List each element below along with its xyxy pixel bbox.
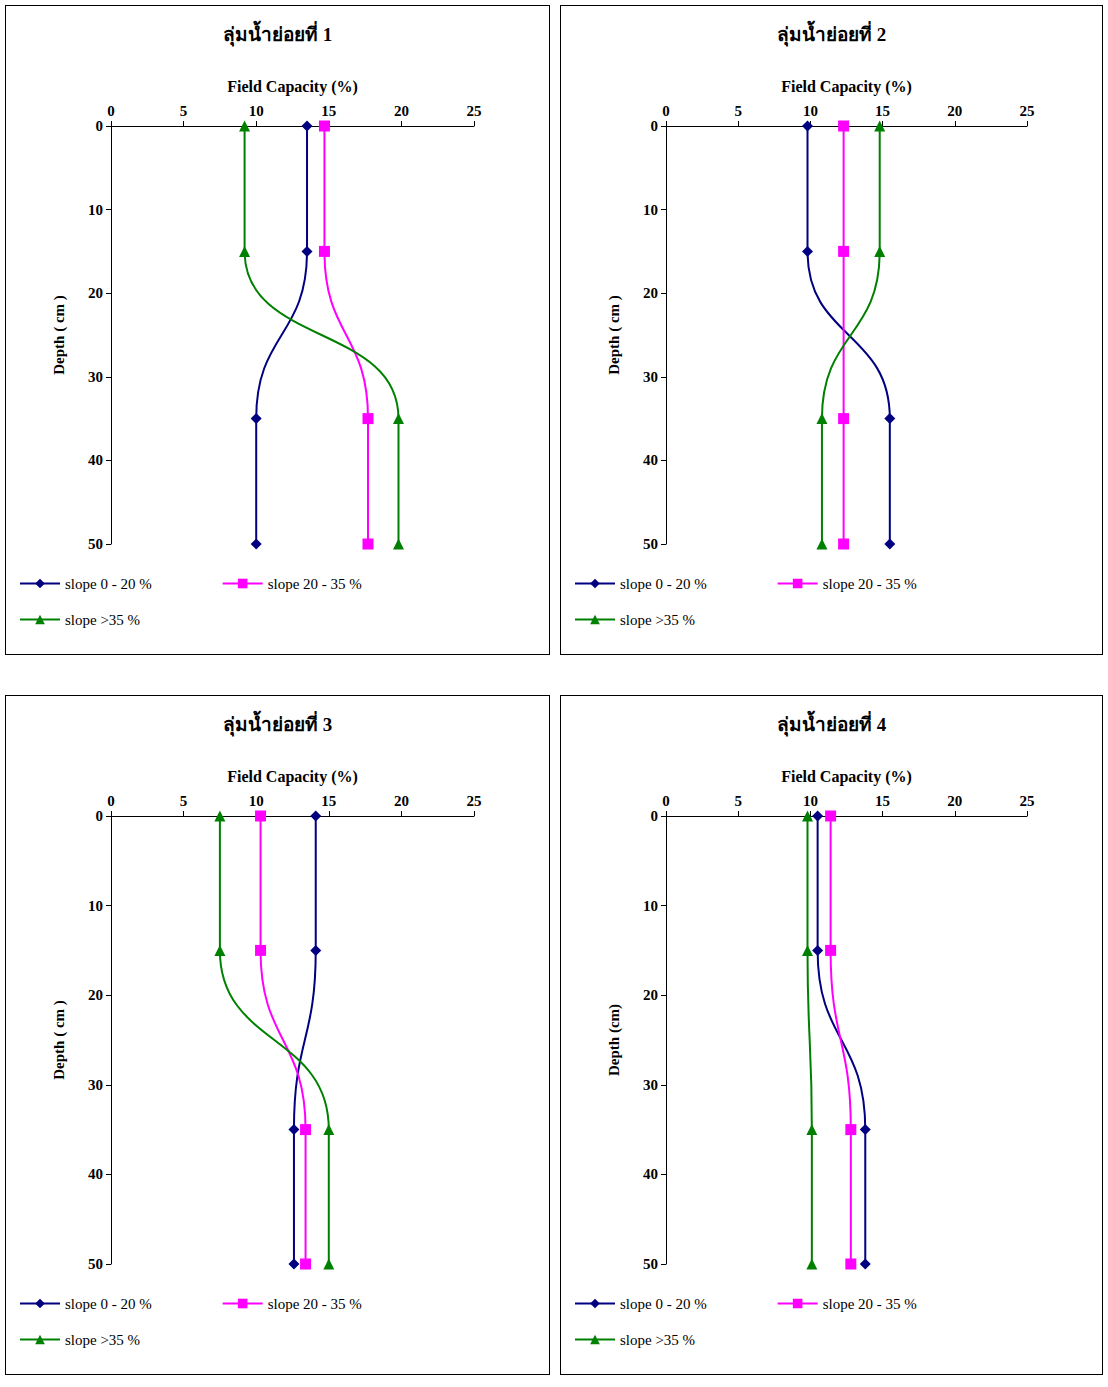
svg-text:slope 20 - 35 %: slope 20 - 35 %	[268, 1296, 362, 1312]
svg-text:25: 25	[1020, 793, 1035, 809]
svg-text:slope >35 %: slope >35 %	[65, 612, 140, 628]
svg-text:Depth ( cm ): Depth ( cm )	[606, 295, 623, 375]
svg-text:15: 15	[875, 793, 890, 809]
svg-text:25: 25	[467, 793, 482, 809]
svg-text:40: 40	[88, 1166, 103, 1182]
svg-text:slope 0 - 20 %: slope 0 - 20 %	[620, 1296, 707, 1312]
svg-text:0: 0	[651, 808, 659, 824]
svg-text:Depth ( cm ): Depth ( cm )	[51, 295, 68, 375]
svg-text:0: 0	[651, 118, 659, 134]
svg-text:10: 10	[249, 103, 264, 119]
svg-text:0: 0	[662, 793, 670, 809]
svg-text:10: 10	[643, 202, 658, 218]
svg-text:10: 10	[803, 103, 818, 119]
svg-text:50: 50	[643, 1256, 658, 1272]
svg-text:slope >35 %: slope >35 %	[620, 1332, 695, 1348]
svg-text:5: 5	[180, 793, 188, 809]
svg-text:20: 20	[643, 987, 658, 1003]
svg-text:0: 0	[107, 793, 115, 809]
svg-text:Field Capacity (%): Field Capacity (%)	[227, 78, 358, 96]
svg-text:25: 25	[1020, 103, 1035, 119]
svg-text:20: 20	[643, 285, 658, 301]
svg-text:5: 5	[734, 793, 742, 809]
svg-text:30: 30	[643, 369, 658, 385]
svg-text:Depth (cm): Depth (cm)	[606, 1004, 623, 1076]
svg-text:50: 50	[643, 536, 658, 552]
svg-text:15: 15	[321, 103, 336, 119]
svg-text:10: 10	[643, 898, 658, 914]
svg-text:50: 50	[88, 536, 103, 552]
svg-text:slope 20 - 35 %: slope 20 - 35 %	[823, 576, 917, 592]
svg-text:15: 15	[321, 793, 336, 809]
svg-text:20: 20	[88, 285, 103, 301]
svg-text:40: 40	[643, 452, 658, 468]
svg-text:ลุ่มน้ำย่อยที่ 2: ลุ่มน้ำย่อยที่ 2	[777, 20, 886, 47]
svg-text:10: 10	[803, 793, 818, 809]
svg-text:5: 5	[180, 103, 188, 119]
svg-text:40: 40	[88, 452, 103, 468]
svg-text:10: 10	[249, 793, 264, 809]
svg-text:0: 0	[96, 808, 104, 824]
svg-text:ลุ่มน้ำย่อยที่ 1: ลุ่มน้ำย่อยที่ 1	[223, 20, 332, 47]
svg-text:30: 30	[643, 1077, 658, 1093]
svg-text:slope 0 - 20 %: slope 0 - 20 %	[65, 576, 152, 592]
svg-text:10: 10	[88, 202, 103, 218]
svg-text:20: 20	[88, 987, 103, 1003]
svg-text:Depth ( cm ): Depth ( cm )	[51, 1000, 68, 1080]
svg-text:25: 25	[467, 103, 482, 119]
svg-text:0: 0	[662, 103, 670, 119]
svg-text:ลุ่มน้ำย่อยที่ 4: ลุ่มน้ำย่อยที่ 4	[777, 710, 887, 737]
svg-text:15: 15	[875, 103, 890, 119]
svg-text:slope >35 %: slope >35 %	[620, 612, 695, 628]
svg-text:20: 20	[947, 103, 962, 119]
svg-text:slope 0 - 20 %: slope 0 - 20 %	[620, 576, 707, 592]
svg-text:20: 20	[394, 103, 409, 119]
svg-text:40: 40	[643, 1166, 658, 1182]
svg-text:10: 10	[88, 898, 103, 914]
svg-text:0: 0	[107, 103, 115, 119]
svg-text:slope 20 - 35 %: slope 20 - 35 %	[268, 576, 362, 592]
svg-text:slope >35 %: slope >35 %	[65, 1332, 140, 1348]
svg-text:50: 50	[88, 1256, 103, 1272]
svg-text:slope 20 - 35 %: slope 20 - 35 %	[823, 1296, 917, 1312]
svg-text:Field Capacity (%): Field Capacity (%)	[781, 78, 912, 96]
svg-text:30: 30	[88, 1077, 103, 1093]
svg-text:5: 5	[734, 103, 742, 119]
svg-text:30: 30	[88, 369, 103, 385]
svg-text:Field Capacity (%): Field Capacity (%)	[781, 768, 912, 786]
svg-text:0: 0	[96, 118, 104, 134]
svg-text:Field Capacity (%): Field Capacity (%)	[227, 768, 358, 786]
svg-text:20: 20	[394, 793, 409, 809]
svg-text:slope 0 - 20 %: slope 0 - 20 %	[65, 1296, 152, 1312]
svg-text:20: 20	[947, 793, 962, 809]
svg-text:ลุ่มน้ำย่อยที่ 3: ลุ่มน้ำย่อยที่ 3	[223, 710, 332, 737]
